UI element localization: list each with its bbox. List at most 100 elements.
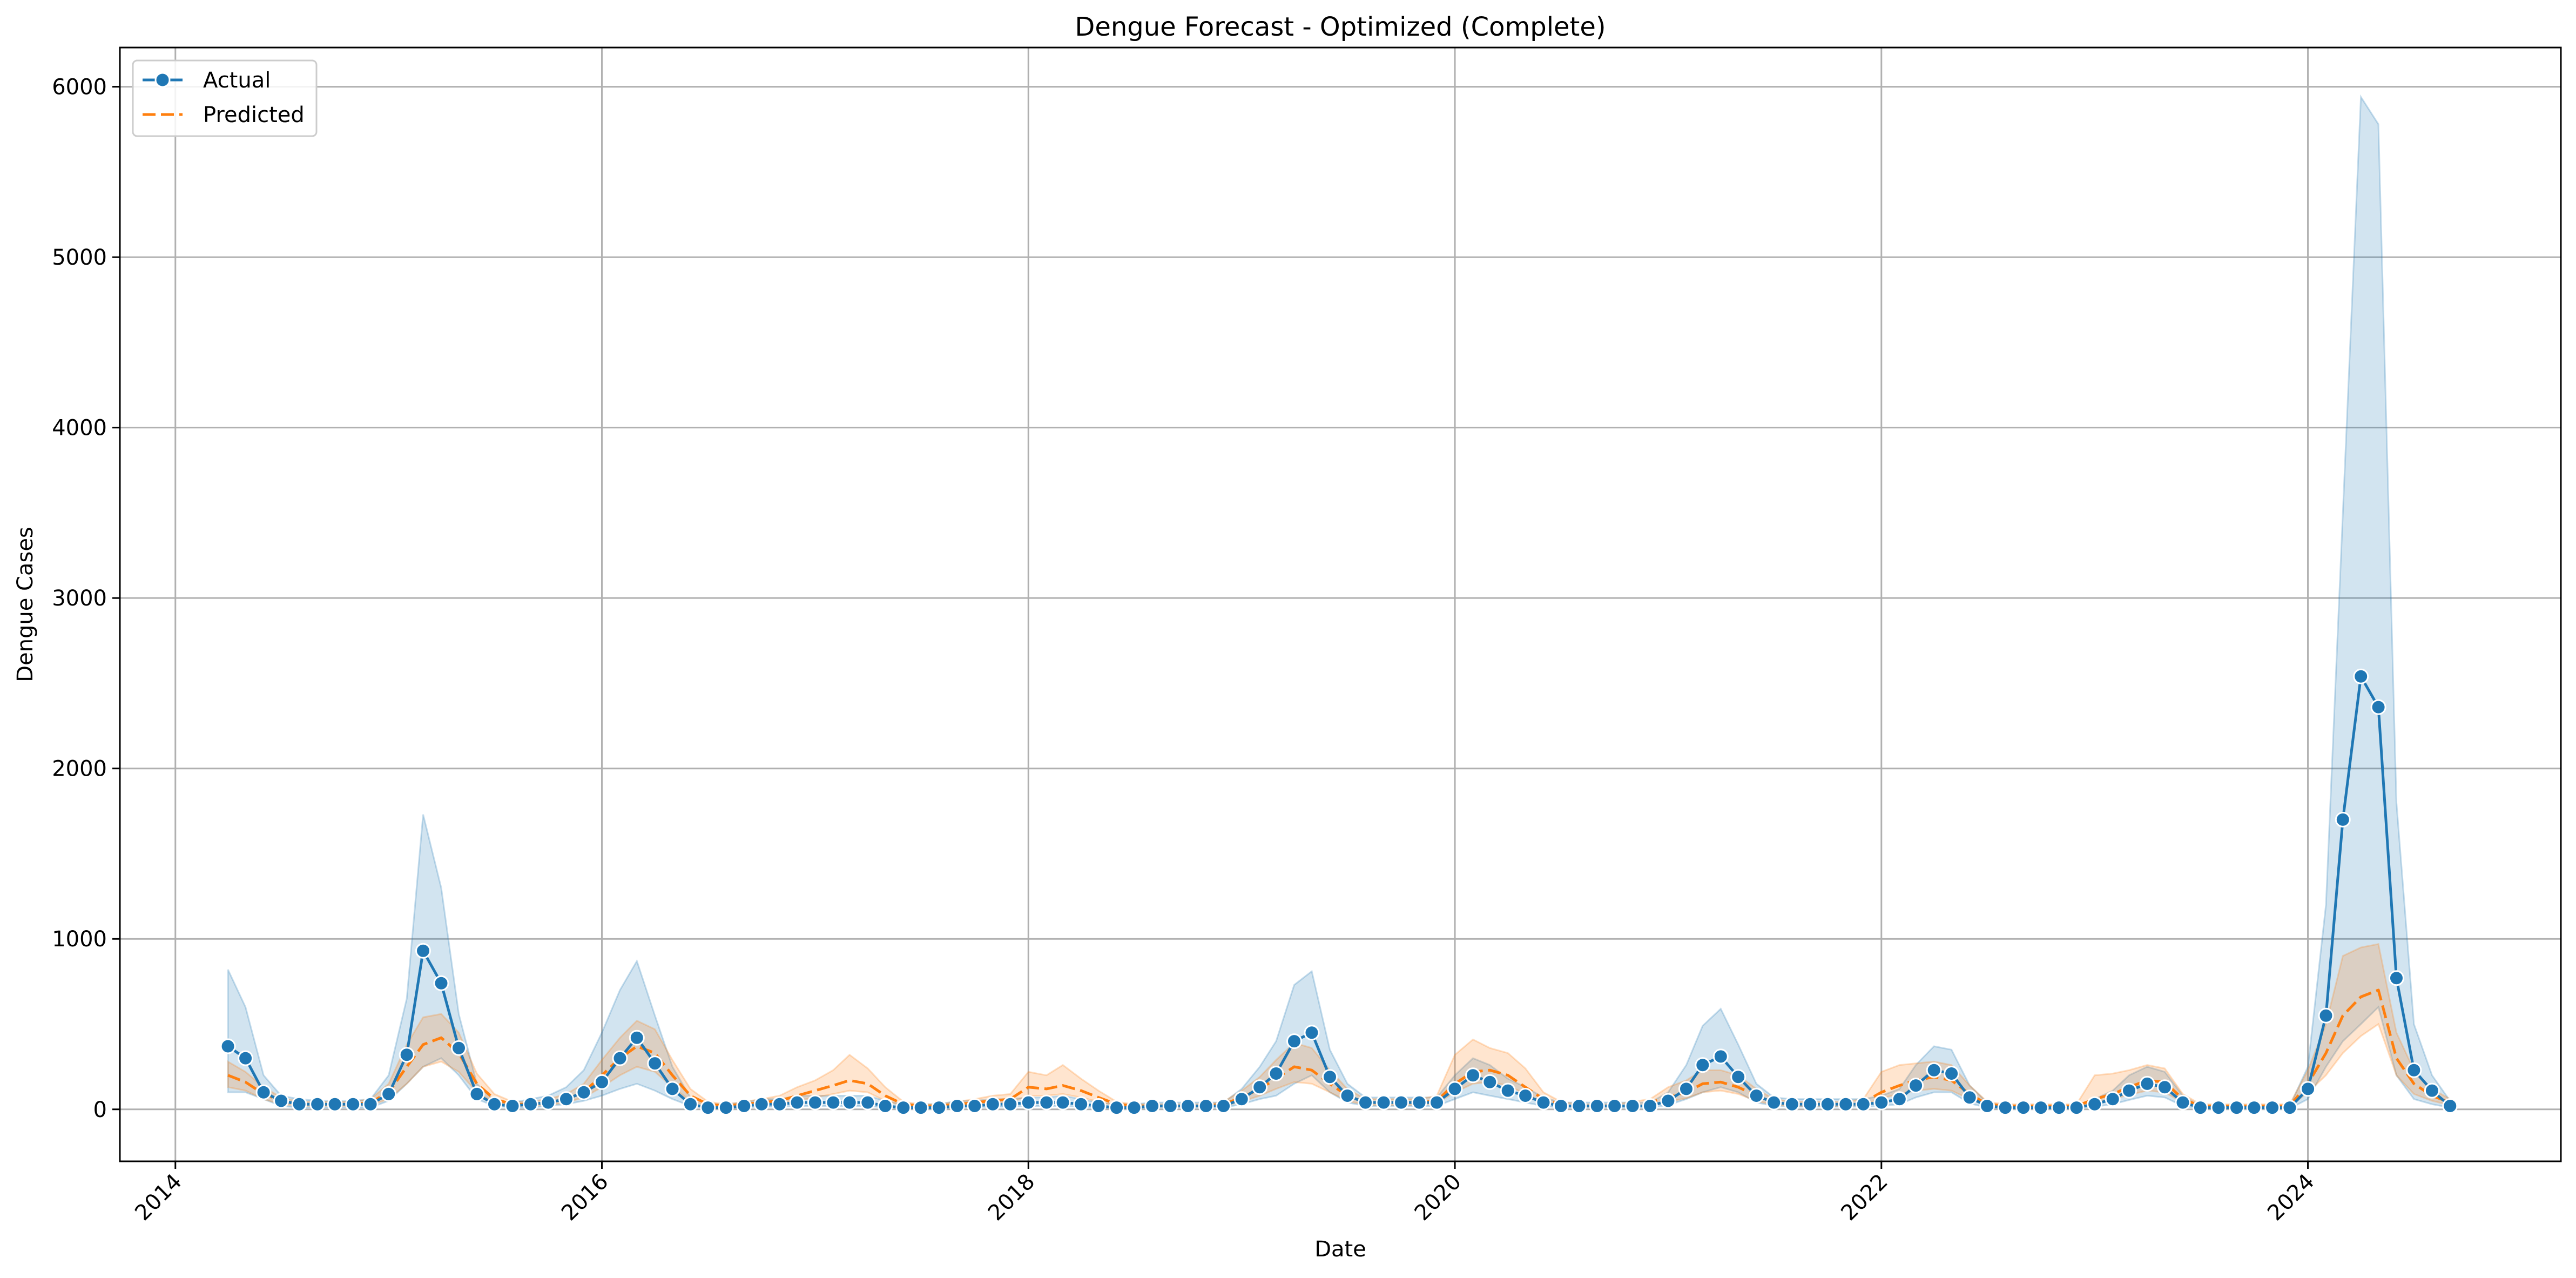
actual-point bbox=[1126, 1100, 1142, 1116]
actual-point bbox=[700, 1100, 716, 1116]
actual-point bbox=[1286, 1033, 1302, 1050]
actual-point bbox=[789, 1094, 805, 1111]
actual-point bbox=[399, 1047, 415, 1063]
actual-point bbox=[1109, 1100, 1125, 1116]
actual-point bbox=[2121, 1082, 2137, 1099]
actual-point bbox=[2105, 1091, 2121, 1107]
actual-point bbox=[2318, 1007, 2334, 1024]
actual-point bbox=[2442, 1098, 2458, 1114]
actual-point bbox=[984, 1096, 1001, 1112]
actual-point bbox=[1695, 1057, 1711, 1073]
actual-point bbox=[1891, 1091, 1907, 1107]
actual-point bbox=[1660, 1093, 1676, 1109]
actual-point bbox=[913, 1100, 929, 1116]
actual-point bbox=[576, 1084, 592, 1100]
actual-point bbox=[2246, 1100, 2262, 1116]
actual-point bbox=[415, 943, 431, 959]
actual-point bbox=[807, 1094, 823, 1111]
actual-point bbox=[2282, 1100, 2298, 1116]
actual-point bbox=[1678, 1081, 1694, 1097]
actual-point bbox=[433, 975, 449, 991]
actual-point bbox=[1873, 1094, 1890, 1111]
actual-point bbox=[2157, 1079, 2173, 1095]
actual-point bbox=[772, 1096, 788, 1112]
actual-point bbox=[683, 1096, 698, 1112]
legend-actual-marker bbox=[154, 72, 171, 88]
actual-point bbox=[1180, 1098, 1196, 1114]
actual-point bbox=[825, 1094, 841, 1111]
actual-point bbox=[1766, 1094, 1782, 1111]
actual-point bbox=[1358, 1094, 1373, 1111]
actual-point bbox=[255, 1084, 272, 1100]
actual-point bbox=[1339, 1088, 1356, 1104]
actual-point bbox=[1144, 1098, 1161, 1114]
actual-point bbox=[1855, 1096, 1871, 1112]
actual-point bbox=[1500, 1082, 1516, 1099]
actual-point bbox=[1535, 1094, 1552, 1111]
actual-point bbox=[345, 1096, 361, 1112]
actual-point bbox=[1802, 1096, 1818, 1112]
actual-point bbox=[1730, 1069, 1746, 1085]
actual-point bbox=[1090, 1098, 1107, 1114]
actual-point bbox=[1553, 1098, 1569, 1114]
actual-point bbox=[860, 1094, 876, 1111]
actual-point bbox=[1304, 1025, 1320, 1041]
actual-point bbox=[2264, 1100, 2281, 1116]
legend-actual-label: Actual bbox=[203, 68, 271, 93]
actual-point bbox=[967, 1098, 983, 1114]
y-tick-label: 3000 bbox=[52, 586, 107, 611]
actual-point bbox=[2229, 1100, 2245, 1116]
y-tick-label: 0 bbox=[93, 1098, 107, 1122]
actual-point bbox=[2370, 699, 2386, 715]
legend-predicted-label: Predicted bbox=[203, 103, 305, 127]
actual-point bbox=[1571, 1098, 1587, 1114]
actual-point bbox=[1465, 1067, 1481, 1084]
actual-point bbox=[220, 1038, 236, 1054]
actual-point bbox=[1607, 1098, 1623, 1114]
actual-point bbox=[1411, 1094, 1427, 1111]
actual-point bbox=[1819, 1096, 1836, 1112]
actual-point bbox=[2139, 1075, 2155, 1092]
actual-point bbox=[1447, 1081, 1463, 1097]
actual-point bbox=[362, 1096, 379, 1112]
actual-point bbox=[2335, 811, 2351, 828]
actual-point bbox=[2406, 1062, 2422, 1078]
actual-point bbox=[2015, 1100, 2032, 1116]
actual-point bbox=[2068, 1100, 2085, 1116]
actual-point bbox=[2193, 1100, 2208, 1116]
actual-point bbox=[1268, 1066, 1284, 1081]
actual-point bbox=[664, 1081, 680, 1097]
actual-point bbox=[1926, 1062, 1942, 1078]
actual-point bbox=[1944, 1066, 1960, 1081]
grid-lines bbox=[120, 48, 2561, 1161]
actual-point bbox=[647, 1055, 663, 1072]
actual-point bbox=[2210, 1100, 2227, 1116]
actual-point bbox=[2424, 1082, 2440, 1099]
y-tick-label: 6000 bbox=[52, 75, 107, 100]
actual-point bbox=[540, 1094, 556, 1111]
actual-point bbox=[1838, 1096, 1854, 1112]
actual-point bbox=[558, 1091, 574, 1107]
actual-point bbox=[309, 1096, 326, 1112]
actual-point bbox=[2300, 1081, 2316, 1097]
actual-point bbox=[1624, 1098, 1641, 1114]
actual-point bbox=[2087, 1096, 2103, 1112]
actual-point bbox=[1997, 1100, 2013, 1116]
actual-point bbox=[1482, 1074, 1498, 1090]
actual-point bbox=[736, 1098, 752, 1114]
legend: Actual Predicted bbox=[132, 59, 318, 137]
actual-point bbox=[1073, 1096, 1089, 1112]
actual-point bbox=[238, 1050, 254, 1066]
actual-point bbox=[1216, 1098, 1232, 1114]
actual-point bbox=[2051, 1100, 2067, 1116]
actual-point bbox=[1039, 1094, 1055, 1111]
actual-point bbox=[1393, 1094, 1409, 1111]
actual-point bbox=[1055, 1094, 1071, 1111]
actual-point bbox=[2389, 970, 2404, 986]
actual-point bbox=[1748, 1088, 1764, 1104]
actual-point bbox=[1162, 1098, 1178, 1114]
actual-point bbox=[1979, 1098, 1995, 1114]
actual-point bbox=[1322, 1069, 1338, 1085]
